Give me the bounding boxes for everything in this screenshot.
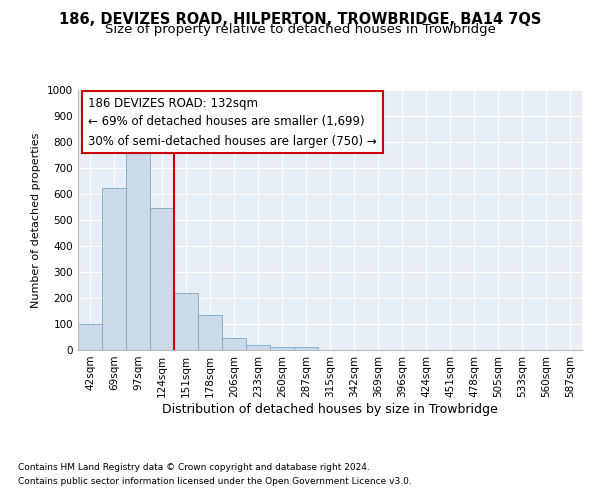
Bar [198, 315, 222, 350]
Bar [126, 146, 150, 350]
Text: Distribution of detached houses by size in Trowbridge: Distribution of detached houses by size … [162, 402, 498, 415]
Y-axis label: Number of detached properties: Number of detached properties [31, 132, 41, 308]
Text: 186 DEVIZES ROAD: 132sqm
← 69% of detached houses are smaller (1,699)
30% of sem: 186 DEVIZES ROAD: 132sqm ← 69% of detach… [88, 96, 377, 148]
Bar [246, 345, 270, 350]
Bar [294, 348, 318, 350]
Text: Contains public sector information licensed under the Open Government Licence v3: Contains public sector information licen… [18, 477, 412, 486]
Text: Contains HM Land Registry data © Crown copyright and database right 2024.: Contains HM Land Registry data © Crown c… [18, 464, 370, 472]
Bar [78, 324, 102, 350]
Bar [102, 188, 126, 350]
Bar [270, 348, 294, 350]
Text: Size of property relative to detached houses in Trowbridge: Size of property relative to detached ho… [104, 22, 496, 36]
Bar [150, 208, 174, 350]
Bar [174, 293, 198, 350]
Bar [222, 338, 246, 350]
Text: 186, DEVIZES ROAD, HILPERTON, TROWBRIDGE, BA14 7QS: 186, DEVIZES ROAD, HILPERTON, TROWBRIDGE… [59, 12, 541, 28]
